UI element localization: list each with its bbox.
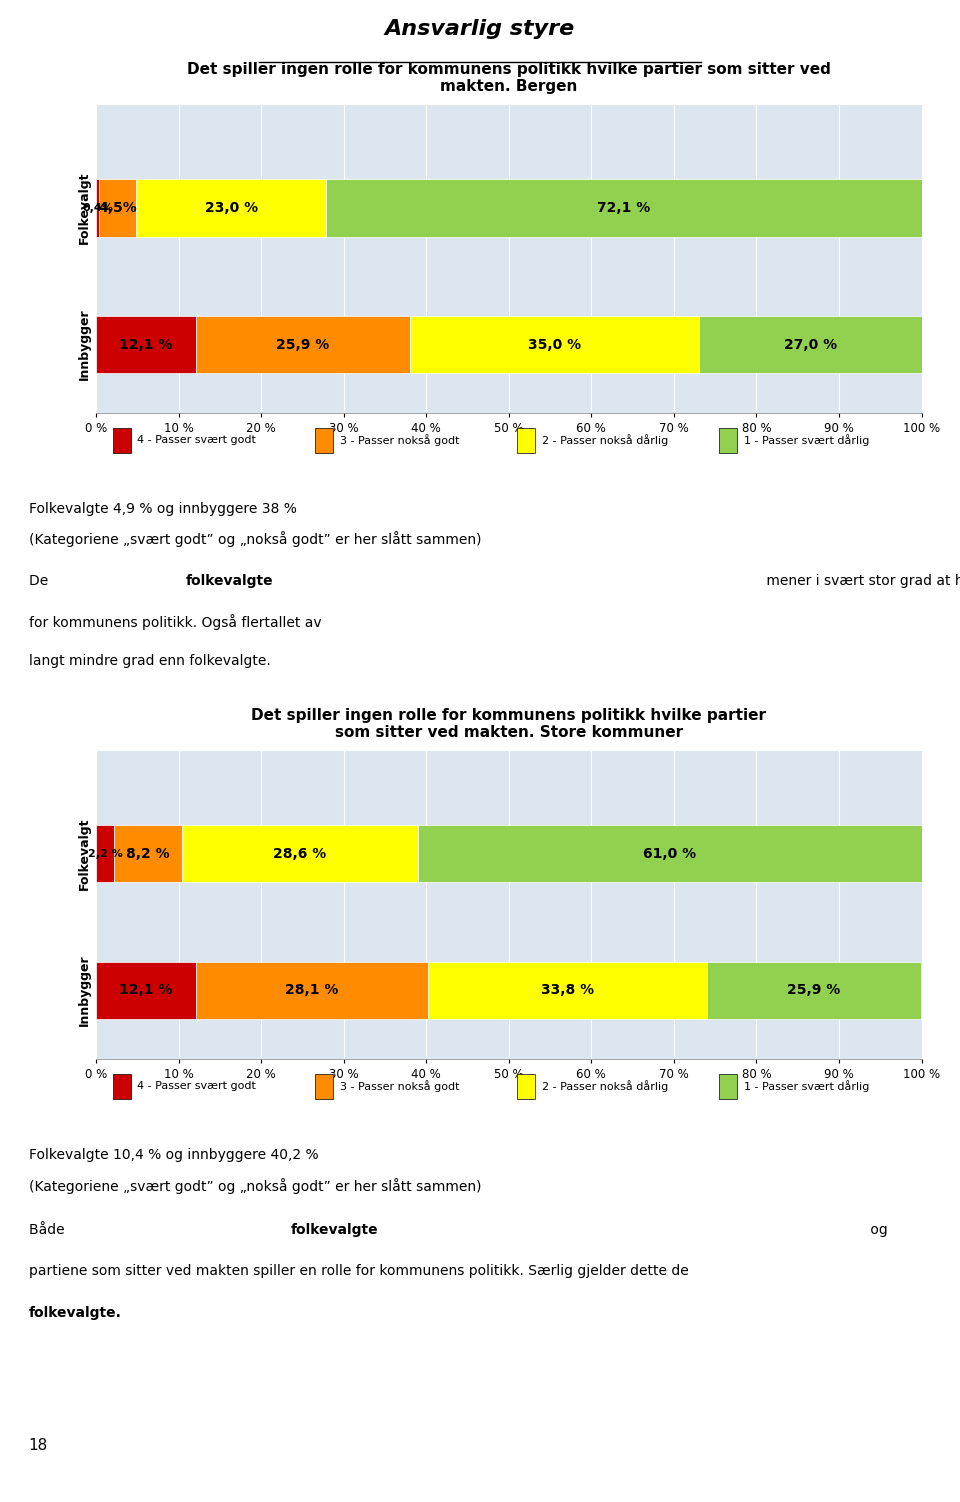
Title: Det spiller ingen rolle for kommunens politikk hvilke partier som sitter ved
mak: Det spiller ingen rolle for kommunens po… [187,62,830,95]
Bar [418,825,922,882]
Text: 2,2 %: 2,2 % [87,849,123,859]
Text: 61,0 %: 61,0 % [643,847,696,861]
Text: 25,9 %: 25,9 % [276,338,329,351]
Bar [114,825,181,882]
Text: langt mindre grad enn folkevalgte.: langt mindre grad enn folkevalgte. [29,653,271,668]
Bar [96,179,99,236]
Text: 1 - Passer svært dårlig: 1 - Passer svært dårlig [744,434,870,446]
Text: folkevalgte.: folkevalgte. [29,1305,122,1320]
Text: 4,5%: 4,5% [99,201,137,215]
Bar [315,1074,333,1098]
Text: 35,0 %: 35,0 % [528,338,581,351]
Bar [699,315,922,374]
Text: og: og [866,1223,893,1236]
Bar [326,179,922,236]
Bar [96,825,114,882]
Text: partiene som sitter ved makten spiller en rolle for kommunens politikk. Særlig g: partiene som sitter ved makten spiller e… [29,1265,688,1278]
Text: Folkevalgte 4,9 % og innbyggere 38 %: Folkevalgte 4,9 % og innbyggere 38 % [29,502,297,515]
Bar [112,1074,131,1098]
Text: 1 - Passer svært dårlig: 1 - Passer svært dårlig [744,1080,870,1092]
Text: 18: 18 [29,1439,48,1452]
Bar [410,315,699,374]
Text: 0,4%: 0,4% [83,203,113,213]
Bar [707,961,921,1020]
Text: 33,8 %: 33,8 % [540,984,594,997]
Text: 23,0 %: 23,0 % [204,201,258,215]
Bar [428,961,707,1020]
Text: folkevalgte: folkevalgte [291,1223,378,1236]
Text: 2 - Passer nokså dårlig: 2 - Passer nokså dårlig [541,434,668,446]
Text: 25,9 %: 25,9 % [787,984,841,997]
Bar [196,315,410,374]
Text: 28,6 %: 28,6 % [274,847,326,861]
Text: 12,1 %: 12,1 % [119,984,173,997]
Text: 72,1 %: 72,1 % [597,201,651,215]
Bar [136,179,326,236]
Bar [99,179,136,236]
Bar [517,1074,536,1098]
Text: 4 - Passer svært godt: 4 - Passer svært godt [137,1081,256,1090]
Text: 27,0 %: 27,0 % [783,338,837,351]
Bar [181,825,418,882]
Text: mener i svært stor grad at hvilke partier som sitter ved makten har betydning: mener i svært stor grad at hvilke partie… [761,574,960,587]
Text: for kommunens politikk. Også flertallet av: for kommunens politikk. Også flertallet … [29,614,325,629]
Bar [719,1074,737,1098]
Text: Ansvarlig styre: Ansvarlig styre [385,20,575,39]
Title: Det spiller ingen rolle for kommunens politikk hvilke partier
som sitter ved mak: Det spiller ingen rolle for kommunens po… [252,707,766,740]
Text: folkevalgte: folkevalgte [186,574,274,587]
Bar [315,428,333,452]
Text: 12,1 %: 12,1 % [119,338,173,351]
Text: 3 - Passer nokså godt: 3 - Passer nokså godt [340,1080,459,1092]
Text: (Kategoriene „svært godt” og „nokså godt” er her slått sammen): (Kategoriene „svært godt” og „nokså godt… [29,1178,481,1194]
Text: (Kategoriene „svært godt” og „nokså godt” er her slått sammen): (Kategoriene „svært godt” og „nokså godt… [29,530,481,547]
Text: 4 - Passer svært godt: 4 - Passer svært godt [137,436,256,445]
Bar [517,428,536,452]
Text: 28,1 %: 28,1 % [285,984,339,997]
Bar [719,428,737,452]
Text: Både: Både [29,1223,69,1236]
Text: De: De [29,574,53,587]
Bar [112,428,131,452]
Text: 8,2 %: 8,2 % [126,847,170,861]
Text: 2 - Passer nokså dårlig: 2 - Passer nokså dårlig [541,1080,668,1092]
Bar [96,961,196,1020]
Text: 3 - Passer nokså godt: 3 - Passer nokså godt [340,434,459,446]
Bar [196,961,428,1020]
Bar [96,315,196,374]
Text: Folkevalgte 10,4 % og innbyggere 40,2 %: Folkevalgte 10,4 % og innbyggere 40,2 % [29,1148,319,1161]
